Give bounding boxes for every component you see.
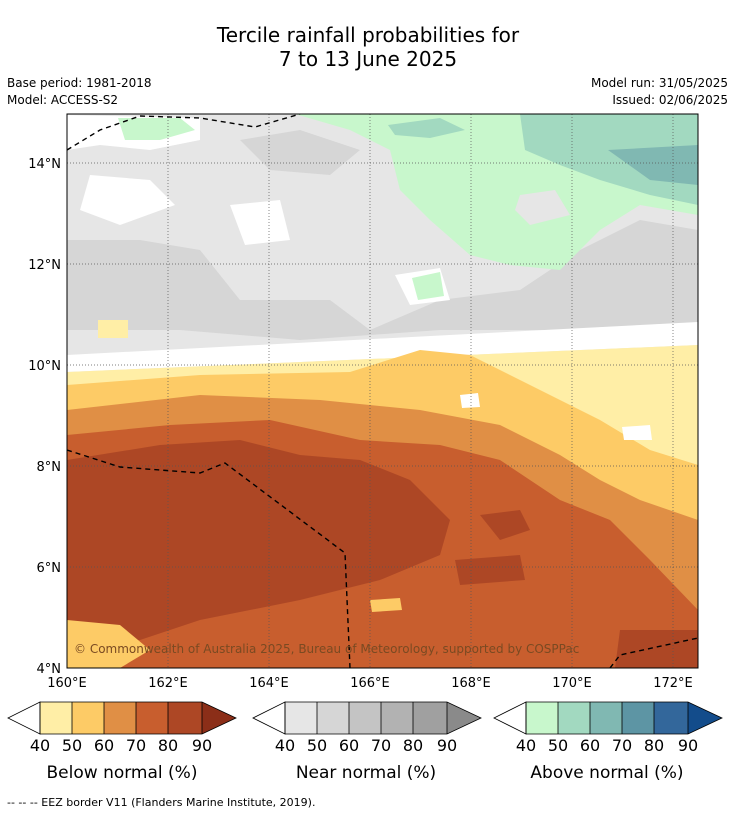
lon-label: 166°E <box>350 676 390 691</box>
lon-label: 162°E <box>148 676 188 691</box>
legend-swatch <box>285 702 317 734</box>
model-text: Model: ACCESS-S2 <box>7 93 119 107</box>
legend-tick: 90 <box>437 736 457 755</box>
below-normal-50-patch <box>67 620 150 668</box>
below-normal-40-patch <box>98 320 128 338</box>
copyright-text: © Commonwealth of Australia 2025, Bureau… <box>74 642 579 656</box>
lon-label: 170°E <box>552 676 592 691</box>
above-normal-50-region <box>520 114 698 205</box>
legend-over-arrow <box>447 702 481 734</box>
legend-swatch <box>136 702 168 734</box>
legend-tick: 90 <box>678 736 698 755</box>
legend-swatch <box>349 702 381 734</box>
legend-above-normal: 40 50 60 70 80 90 Above normal (%) <box>493 701 723 783</box>
lat-label: 6°N <box>37 561 62 576</box>
below-normal-50-islet <box>370 598 402 612</box>
lat-label: 8°N <box>37 460 62 475</box>
below-normal-80-patch-3 <box>615 630 698 668</box>
issued-text: Issued: 02/06/2025 <box>612 93 728 107</box>
legend-tick: 50 <box>307 736 327 755</box>
legend-over-arrow <box>202 702 236 734</box>
gridlines <box>67 114 698 668</box>
map-frame <box>66 113 699 669</box>
lat-label: 12°N <box>28 258 61 273</box>
low-prob-patch-3 <box>230 200 290 245</box>
longitude-labels: 160°E 162°E 164°E 166°E 168°E 170°E 172°… <box>47 676 693 691</box>
legend-swatch <box>72 702 104 734</box>
legend-under-arrow <box>493 701 527 735</box>
eez-border <box>67 114 698 668</box>
legend-title: Above normal (%) <box>530 763 683 783</box>
legend-tick: 80 <box>158 736 178 755</box>
legend-tick: 70 <box>371 736 391 755</box>
above-normal-60-patch <box>608 145 698 185</box>
near-normal-50-region <box>67 220 698 340</box>
legend-tick: 40 <box>275 736 295 755</box>
legend-title: Near normal (%) <box>296 763 436 783</box>
legend-swatch <box>413 702 447 734</box>
map-title-line2: 7 to 13 June 2025 <box>278 47 458 71</box>
legend-under-arrow <box>7 701 41 735</box>
legend-tick: 40 <box>30 736 50 755</box>
legend-swatch <box>558 702 590 734</box>
latitude-labels: 14°N 12°N 10°N 8°N 6°N 4°N <box>28 157 61 677</box>
legend-swatch <box>40 702 72 734</box>
legend-title: Below normal (%) <box>47 763 198 783</box>
below-normal-80-patch-2 <box>455 555 525 585</box>
near-normal-island <box>515 190 570 225</box>
legend-swatch <box>526 702 558 734</box>
lon-label: 164°E <box>249 676 289 691</box>
legend-below-normal: 40 50 60 70 80 90 Below normal (%) <box>7 701 237 783</box>
lon-label: 160°E <box>47 676 87 691</box>
above-normal-50-patch <box>388 118 465 138</box>
legend-near-normal: 40 50 60 70 80 90 Near normal (%) <box>252 701 482 783</box>
legend-tick: 50 <box>62 736 82 755</box>
probability-field <box>67 114 698 668</box>
model-run-text: Model run: 31/05/2025 <box>590 76 728 90</box>
legend-swatch <box>654 702 688 734</box>
legend-swatch <box>317 702 349 734</box>
above-normal-40-patch-2 <box>412 272 444 300</box>
legend-over-arrow <box>688 702 722 734</box>
legend-swatch <box>622 702 654 734</box>
lon-label: 168°E <box>451 676 491 691</box>
legend-tick: 60 <box>94 736 114 755</box>
lon-label: 172°E <box>653 676 693 691</box>
legend-tick: 50 <box>548 736 568 755</box>
base-period-text: Base period: 1981-2018 <box>7 76 152 90</box>
legend-swatch <box>168 702 202 734</box>
legend-tick: 80 <box>644 736 664 755</box>
legend-tick: 80 <box>403 736 423 755</box>
low-prob-islet-1 <box>460 393 480 408</box>
lat-label: 4°N <box>37 662 62 677</box>
legend-tick: 40 <box>516 736 536 755</box>
below-normal-80-patch-1 <box>480 510 530 540</box>
legend-swatch <box>590 702 622 734</box>
legend-tick: 70 <box>612 736 632 755</box>
legend-tick: 70 <box>126 736 146 755</box>
legend-under-arrow <box>252 701 286 735</box>
above-normal-40-patch-1 <box>118 118 195 140</box>
lat-label: 14°N <box>28 157 61 172</box>
lat-label: 10°N <box>28 359 61 374</box>
eez-footnote: -- -- -- EEZ border V11 (Flanders Marine… <box>7 796 316 809</box>
map-title-line1: Tercile rainfall probabilities for <box>216 23 520 47</box>
low-prob-patch-2 <box>80 175 175 225</box>
low-prob-band <box>67 322 698 372</box>
legend-tick: 60 <box>580 736 600 755</box>
legend-swatch <box>104 702 136 734</box>
legend-swatch <box>381 702 413 734</box>
below-normal-80-region <box>67 440 450 640</box>
near-normal-50-patch <box>240 130 360 175</box>
legend-tick: 60 <box>339 736 359 755</box>
low-prob-islet-2 <box>622 425 652 440</box>
legend-tick: 90 <box>192 736 212 755</box>
